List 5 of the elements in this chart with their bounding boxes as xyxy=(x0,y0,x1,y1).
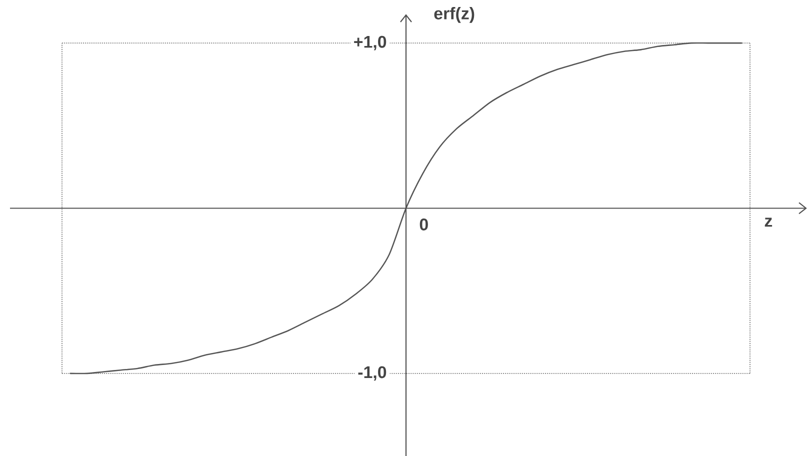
annotation: 0 xyxy=(420,218,428,230)
y-tick-label: -1,0 xyxy=(358,366,386,381)
y-axis-title: erf(z) xyxy=(434,7,474,23)
y-tick-label: +1,0 xyxy=(354,36,386,50)
x-axis-title: z xyxy=(764,218,772,227)
